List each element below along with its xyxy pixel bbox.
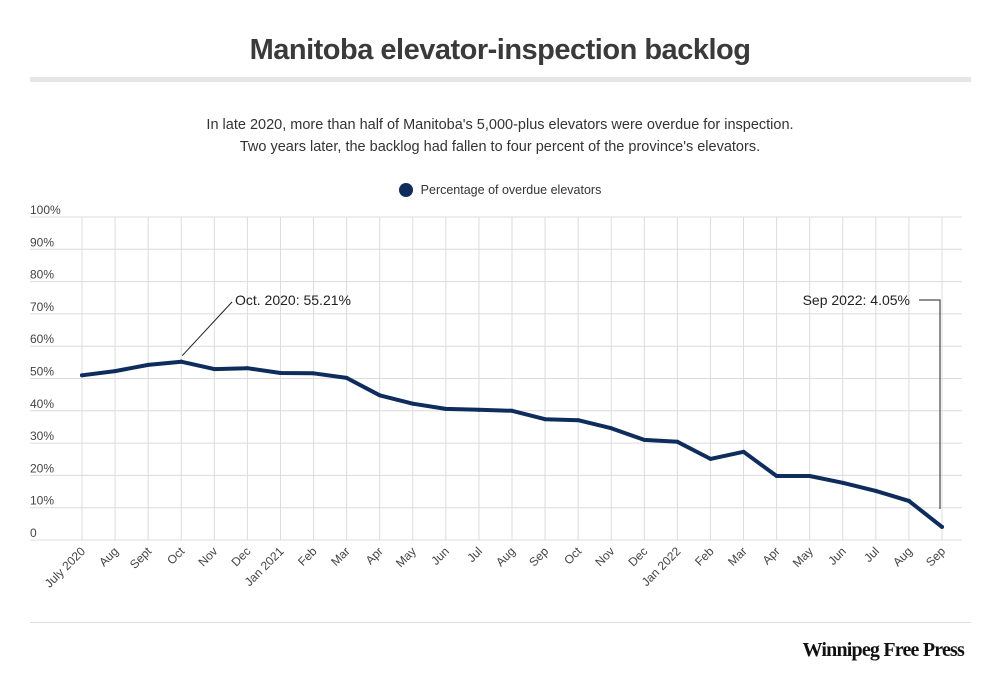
- y-tick-label: 50%: [30, 365, 54, 379]
- data-point: [212, 367, 217, 372]
- data-point: [146, 362, 151, 367]
- x-tick-label: Nov: [195, 544, 220, 569]
- x-tick-label: Mar: [725, 544, 750, 569]
- data-point: [642, 437, 647, 442]
- publisher-logo: Winnipeg Free Press: [802, 639, 965, 661]
- data-point: [774, 474, 779, 479]
- x-tick-label: Mar: [328, 544, 353, 569]
- annotation-label-latest: Sep 2022: 4.05%: [803, 292, 910, 308]
- series: [80, 359, 944, 529]
- data-point: [344, 375, 349, 380]
- x-tick-label: July 2020: [42, 544, 88, 590]
- x-tick-label: Oct: [561, 544, 585, 568]
- y-tick-label: 100%: [30, 203, 61, 217]
- data-point: [873, 488, 878, 493]
- x-tick-label: May: [393, 544, 419, 570]
- y-tick-label: 10%: [30, 494, 54, 508]
- grid: [30, 216, 962, 541]
- y-tick-label: 70%: [30, 300, 54, 314]
- chart-title: Manitoba elevator-inspection backlog: [249, 34, 751, 66]
- data-point: [179, 359, 184, 364]
- y-tick-label: 40%: [30, 397, 54, 411]
- x-tick-label: Jun: [825, 544, 849, 568]
- y-tick-label: 60%: [30, 332, 54, 346]
- legend: Percentage of overdue elevators: [0, 183, 1000, 197]
- y-tick-label: 80%: [30, 268, 54, 282]
- data-point: [741, 449, 746, 454]
- data-point: [278, 371, 283, 376]
- footer-divider: [30, 622, 971, 623]
- data-point: [906, 498, 911, 503]
- x-tick-label: Feb: [692, 544, 717, 569]
- data-point: [311, 371, 316, 376]
- data-point: [840, 480, 845, 485]
- x-tick-label: May: [790, 544, 816, 570]
- x-tick-label: Aug: [890, 544, 915, 569]
- data-point: [443, 406, 448, 411]
- data-point: [675, 439, 680, 444]
- subtitle-line-1: In late 2020, more than half of Manitoba…: [206, 117, 794, 133]
- data-point: [80, 373, 84, 378]
- y-tick-label: 20%: [30, 461, 54, 475]
- annotation-label-peak: Oct. 2020: 55.21%: [235, 292, 351, 308]
- x-tick-label: Aug: [493, 544, 518, 569]
- annotation-leader-line: [181, 301, 233, 357]
- x-tick-label: Sep: [526, 544, 551, 569]
- subtitle-line-2: Two years later, the backlog had fallen …: [239, 139, 761, 155]
- x-tick-label: Sep: [923, 544, 948, 569]
- x-tick-label: Sept: [127, 544, 155, 572]
- legend-label: Percentage of overdue elevators: [420, 183, 602, 197]
- x-tick-label: Oct: [164, 544, 188, 568]
- x-tick-label: Dec: [625, 544, 650, 569]
- x-tick-label: Aug: [96, 544, 121, 569]
- x-tick-label: Jul: [861, 544, 882, 565]
- data-point: [940, 524, 944, 529]
- data-point: [609, 426, 614, 431]
- title-divider: [30, 77, 971, 82]
- data-point: [377, 393, 382, 398]
- x-tick-label: Apr: [363, 544, 386, 567]
- data-point: [410, 401, 415, 406]
- annotation-leader-line: [919, 299, 941, 509]
- annotations: Oct. 2020: 55.21% Sep 2022: 4.05%: [181, 292, 941, 509]
- legend-marker-icon: [398, 183, 413, 197]
- x-tick-label: Jun: [428, 544, 452, 568]
- data-point: [708, 456, 713, 461]
- data-point: [807, 474, 812, 479]
- data-point: [113, 369, 118, 374]
- x-tick-label: Nov: [592, 544, 617, 569]
- y-axis-ticks: 0 10% 20% 30% 40% 50% 60% 70% 80% 90% 100%: [30, 203, 61, 540]
- x-tick-label: Apr: [760, 544, 783, 567]
- x-tick-label: Dec: [229, 544, 254, 569]
- data-point: [543, 417, 548, 422]
- y-tick-label: 30%: [30, 429, 54, 443]
- y-tick-label: 90%: [30, 235, 54, 249]
- data-point: [576, 418, 581, 423]
- y-tick-label: 0: [30, 526, 37, 540]
- data-point: [476, 407, 481, 412]
- data-point: [245, 366, 250, 371]
- data-point: [510, 408, 514, 413]
- x-tick-label: Jul: [464, 544, 485, 565]
- x-tick-label: Feb: [295, 544, 320, 569]
